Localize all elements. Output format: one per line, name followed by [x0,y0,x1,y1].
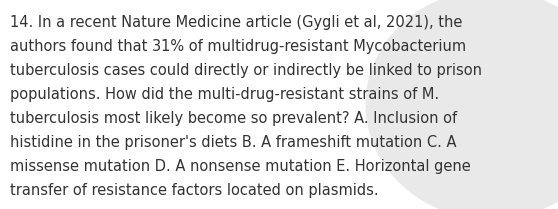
Text: tuberculosis cases could directly or indirectly be linked to prison: tuberculosis cases could directly or ind… [10,63,482,78]
Text: histidine in the prisoner's diets B. A frameshift mutation C. A: histidine in the prisoner's diets B. A f… [10,135,456,150]
Text: tuberculosis most likely become so prevalent? A. Inclusion of: tuberculosis most likely become so preva… [10,111,457,126]
Text: missense mutation D. A nonsense mutation E. Horizontal gene: missense mutation D. A nonsense mutation… [10,159,471,174]
Text: 14. In a recent Nature Medicine article (Gygli et al, 2021), the: 14. In a recent Nature Medicine article … [10,15,463,30]
Text: populations. How did the multi-drug-resistant strains of M.: populations. How did the multi-drug-resi… [10,87,439,102]
Text: authors found that 31% of multidrug-resistant Mycobacterium: authors found that 31% of multidrug-resi… [10,39,466,54]
Ellipse shape [365,0,558,209]
Text: transfer of resistance factors located on plasmids.: transfer of resistance factors located o… [10,183,379,198]
